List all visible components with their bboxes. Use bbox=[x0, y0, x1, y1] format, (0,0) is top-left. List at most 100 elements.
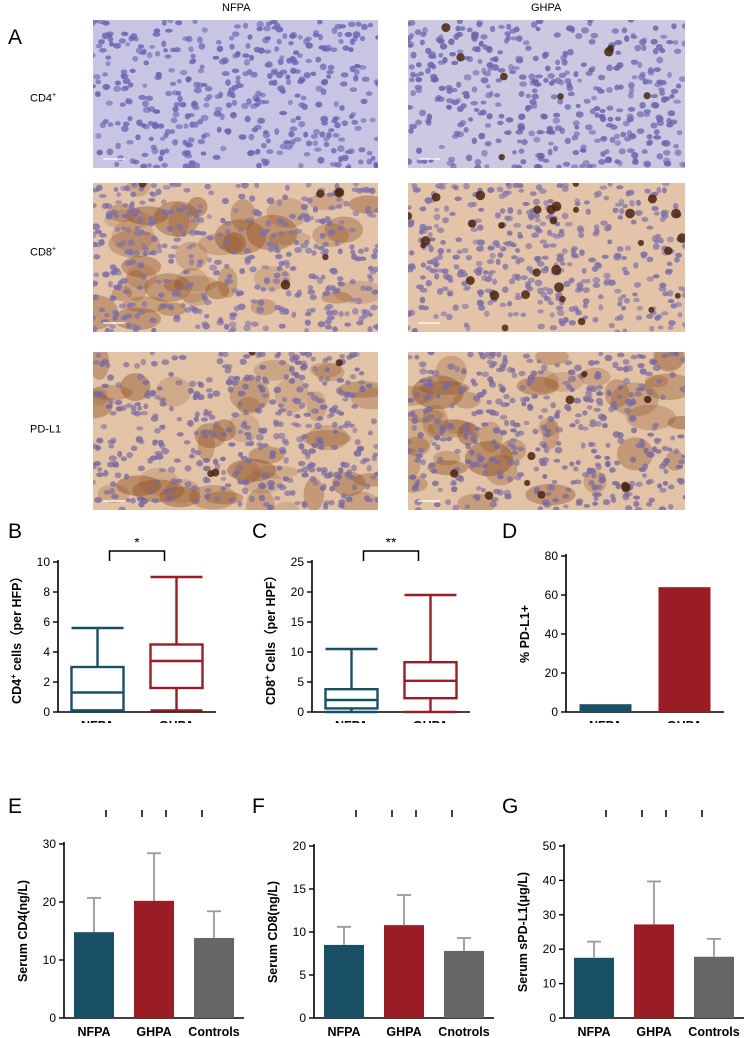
cell-nucleus bbox=[646, 389, 654, 396]
cell-nucleus bbox=[583, 98, 591, 104]
cell-nucleus bbox=[480, 77, 489, 84]
cell-nucleus bbox=[475, 260, 483, 267]
cell-nucleus bbox=[163, 48, 168, 53]
cell-nucleus bbox=[158, 468, 166, 473]
cell-nucleus bbox=[533, 224, 541, 231]
cell-nucleus bbox=[653, 211, 660, 216]
cell-nucleus bbox=[108, 455, 117, 462]
cell-nucleus bbox=[187, 282, 194, 288]
cell-nucleus bbox=[567, 369, 576, 376]
cell-nucleus bbox=[431, 441, 437, 447]
cell-nucleus bbox=[346, 354, 353, 360]
cell-nucleus bbox=[602, 499, 611, 506]
y-tick-label: 0 bbox=[49, 1011, 56, 1025]
cell-nucleus bbox=[307, 391, 315, 397]
cell-nucleus bbox=[477, 289, 485, 296]
cell-nucleus bbox=[121, 31, 129, 37]
cell-nucleus bbox=[463, 433, 469, 440]
cell-nucleus bbox=[200, 151, 207, 156]
cell-nucleus bbox=[102, 72, 108, 77]
x-category-label: Controls bbox=[688, 1025, 739, 1036]
cell-nucleus bbox=[275, 411, 282, 416]
stain-region bbox=[538, 418, 559, 437]
cell-nucleus bbox=[150, 360, 158, 367]
cell-nucleus bbox=[543, 395, 551, 400]
cell-nucleus bbox=[466, 27, 473, 33]
cell-nucleus bbox=[137, 309, 146, 315]
cell-nucleus bbox=[243, 354, 251, 359]
cell-nucleus bbox=[326, 220, 333, 226]
cell-nucleus bbox=[213, 270, 220, 276]
stain-region bbox=[408, 437, 430, 456]
cell-nucleus bbox=[322, 241, 329, 247]
x-category-label: NFPA bbox=[335, 719, 368, 723]
cell-nucleus bbox=[245, 43, 251, 49]
cell-nucleus bbox=[203, 97, 211, 102]
significance-bracket bbox=[665, 810, 703, 817]
cell-nucleus bbox=[213, 259, 222, 265]
cell-nucleus bbox=[279, 69, 288, 75]
cell-nucleus bbox=[543, 77, 549, 83]
cell-nucleus bbox=[273, 386, 282, 394]
cell-nucleus bbox=[115, 200, 123, 205]
cell-nucleus bbox=[618, 148, 626, 155]
cell-nucleus bbox=[588, 442, 597, 448]
cell-nucleus bbox=[324, 376, 331, 382]
stain-region bbox=[93, 392, 113, 419]
cell-nucleus bbox=[232, 53, 239, 59]
cell-nucleus bbox=[134, 312, 140, 319]
cell-nucleus bbox=[534, 279, 543, 287]
cell-nucleus bbox=[323, 136, 330, 142]
cell-nucleus bbox=[365, 383, 373, 389]
cell-nucleus bbox=[359, 256, 367, 261]
cell-nucleus bbox=[311, 275, 320, 280]
cell-nucleus bbox=[657, 483, 663, 489]
cell-nucleus bbox=[593, 191, 600, 199]
cell-nucleus bbox=[105, 55, 112, 60]
stained-cell bbox=[431, 192, 441, 202]
cell-nucleus bbox=[93, 443, 99, 450]
cell-nucleus bbox=[261, 443, 269, 448]
cell-nucleus bbox=[259, 364, 266, 370]
cell-nucleus bbox=[422, 416, 431, 422]
y-tick-label: 10 bbox=[43, 953, 57, 967]
cell-nucleus bbox=[149, 352, 155, 356]
cell-nucleus bbox=[277, 85, 286, 92]
cell-nucleus bbox=[356, 320, 364, 326]
cell-nucleus bbox=[255, 148, 261, 154]
y-tick-label: 2 bbox=[43, 675, 50, 689]
cell-nucleus bbox=[564, 360, 573, 366]
cell-nucleus bbox=[625, 491, 633, 497]
cell-nucleus bbox=[439, 437, 447, 442]
cell-nucleus bbox=[169, 183, 178, 188]
cell-nucleus bbox=[617, 160, 623, 167]
y-tick-label: 10 bbox=[293, 925, 307, 939]
cell-nucleus bbox=[256, 26, 263, 32]
cell-nucleus bbox=[93, 461, 102, 467]
cell-nucleus bbox=[630, 354, 638, 360]
cell-nucleus bbox=[146, 163, 152, 168]
cell-nucleus bbox=[642, 473, 648, 478]
cell-nucleus bbox=[349, 279, 356, 285]
cell-nucleus bbox=[643, 109, 652, 114]
x-category-label: GHPA bbox=[136, 1025, 171, 1036]
cell-nucleus bbox=[249, 103, 258, 109]
cell-nucleus bbox=[287, 99, 293, 106]
cell-nucleus bbox=[217, 317, 224, 324]
cell-nucleus bbox=[118, 303, 127, 309]
cell-nucleus bbox=[301, 103, 308, 110]
cell-nucleus bbox=[547, 484, 556, 491]
cell-nucleus bbox=[481, 422, 489, 427]
cell-nucleus bbox=[106, 148, 114, 156]
cell-nucleus bbox=[658, 286, 667, 292]
cell-nucleus bbox=[468, 117, 474, 122]
cell-nucleus bbox=[173, 458, 182, 463]
cell-nucleus bbox=[203, 132, 211, 138]
cell-nucleus bbox=[193, 81, 200, 88]
cell-nucleus bbox=[418, 109, 427, 117]
cell-nucleus bbox=[338, 425, 344, 430]
cell-nucleus bbox=[673, 448, 680, 455]
cell-nucleus bbox=[506, 476, 514, 483]
cell-nucleus bbox=[574, 364, 582, 372]
